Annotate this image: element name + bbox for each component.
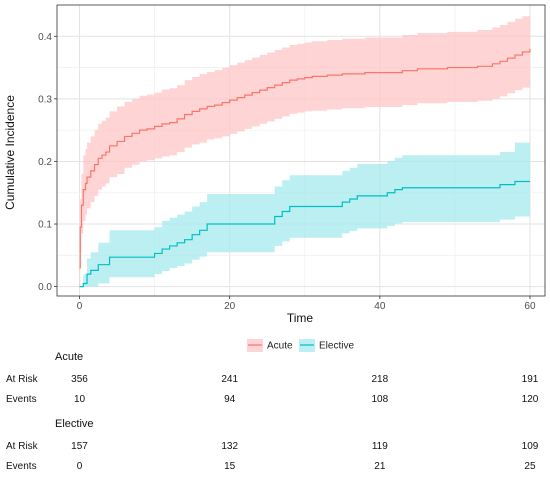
x-tick-label: 60 [524, 301, 536, 312]
elective-at-risk-value: 109 [522, 441, 539, 452]
acute-confidence-band [79, 13, 530, 287]
at-risk-row-label: At Risk [6, 441, 39, 452]
acute-at-risk-value: 241 [221, 374, 238, 385]
y-tick-label: 0.1 [38, 220, 52, 231]
events-row-label: Events [6, 461, 37, 472]
confidence-bands [79, 13, 530, 287]
y-tick-label: 0.2 [38, 157, 52, 168]
incidence-curves [79, 48, 531, 288]
y-tick-label: 0.4 [38, 32, 52, 43]
elective-table-title: Elective [55, 418, 94, 430]
elective-events-value: 25 [524, 461, 536, 472]
x-tick-label: 20 [224, 301, 236, 312]
acute-legend-label: Acute [267, 341, 293, 352]
elective-events-value: 0 [77, 461, 83, 472]
y-tick-label: 0.0 [38, 282, 52, 293]
acute-events-value: 94 [224, 394, 236, 405]
elective-at-risk-value: 157 [71, 441, 88, 452]
plot-panel-border [56, 4, 546, 297]
acute-events-value: 108 [371, 394, 388, 405]
legend: Acute Elective [247, 339, 354, 352]
acute-at-risk-value: 218 [371, 374, 388, 385]
elective-legend-label: Elective [319, 341, 354, 352]
elective-at-risk-value: 132 [221, 441, 238, 452]
acute-events-value: 120 [522, 394, 539, 405]
acute-at-risk-value: 356 [71, 374, 88, 385]
elective-events-value: 15 [224, 461, 236, 472]
y-tick-label: 0.3 [38, 94, 52, 105]
elective-events-value: 21 [374, 461, 386, 472]
x-tick-label: 0 [77, 301, 83, 312]
acute-incidence-line [79, 48, 531, 269]
acute-at-risk-value: 191 [522, 374, 539, 385]
elective-confidence-band [79, 142, 530, 287]
acute-events-value: 10 [74, 394, 86, 405]
risk-table: Acute At Risk Events 356 241 218 191 10 94 108 120… [6, 351, 539, 472]
x-axis-title: Time [287, 311, 314, 325]
elective-incidence-line [79, 180, 530, 288]
events-row-label: Events [6, 394, 37, 405]
at-risk-row-label: At Risk [6, 374, 39, 385]
x-tick-label: 40 [374, 301, 386, 312]
acute-table-title: Acute [55, 351, 83, 363]
elective-at-risk-value: 119 [372, 441, 388, 452]
y-axis-title: Cumulative Incidence [3, 95, 17, 210]
axis-ticks: 0 20 40 60 0.0 0.1 0.2 0.3 0.4 [38, 32, 536, 312]
